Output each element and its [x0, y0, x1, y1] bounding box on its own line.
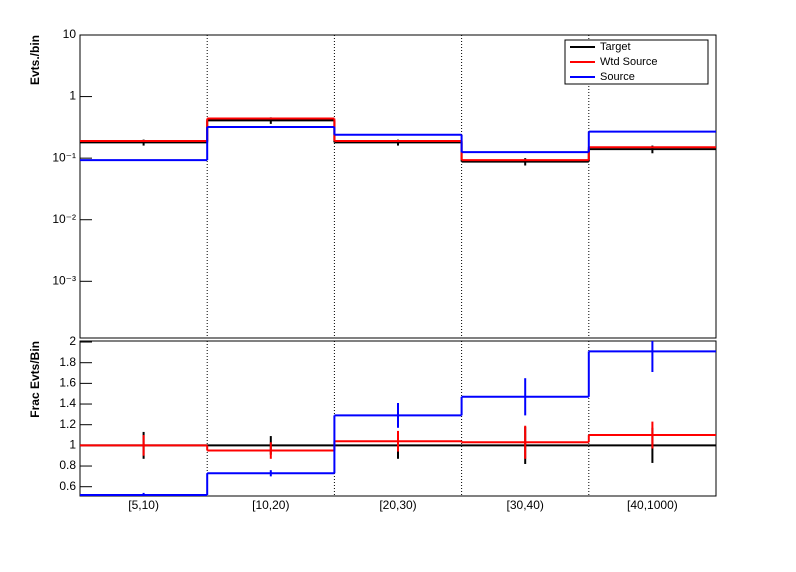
y-tick-label: 10⁻²: [52, 212, 76, 226]
plot-frame: [79, 340, 717, 497]
y-tick-label: 1: [69, 438, 76, 452]
x-tick-label: [40,1000): [627, 498, 678, 512]
legend-label: Target: [600, 41, 631, 53]
y-tick-label: 0.6: [59, 479, 76, 493]
y-tick-label: 1.8: [59, 355, 76, 369]
x-tick-label: [20,30): [379, 498, 416, 512]
x-tick-label: [10,20): [252, 498, 289, 512]
y-axis-title: Frac Evts/Bin: [28, 341, 42, 418]
y-tick-label: 1.2: [59, 417, 76, 431]
y-tick-label: 10⁻³: [52, 273, 76, 287]
plot-frame: [79, 34, 717, 339]
y-axis-title: Evts./bin: [28, 35, 42, 85]
plot-area: [80, 341, 716, 496]
x-tick-label: [30,40): [507, 498, 544, 512]
y-tick-label: 10⁻¹: [52, 150, 76, 164]
y-tick-label: 1: [69, 89, 76, 103]
y-tick-label: 1.4: [59, 396, 76, 410]
y-tick-label: 0.8: [59, 458, 76, 472]
x-tick-label: [5,10): [128, 498, 159, 512]
legend-label: Wtd Source: [600, 56, 657, 68]
legend-label: Source: [600, 71, 635, 83]
y-tick-label: 10: [63, 27, 77, 41]
y-tick-label: 1.6: [59, 376, 76, 390]
y-tick-label: 2: [69, 334, 76, 348]
plot-area: [80, 117, 716, 166]
